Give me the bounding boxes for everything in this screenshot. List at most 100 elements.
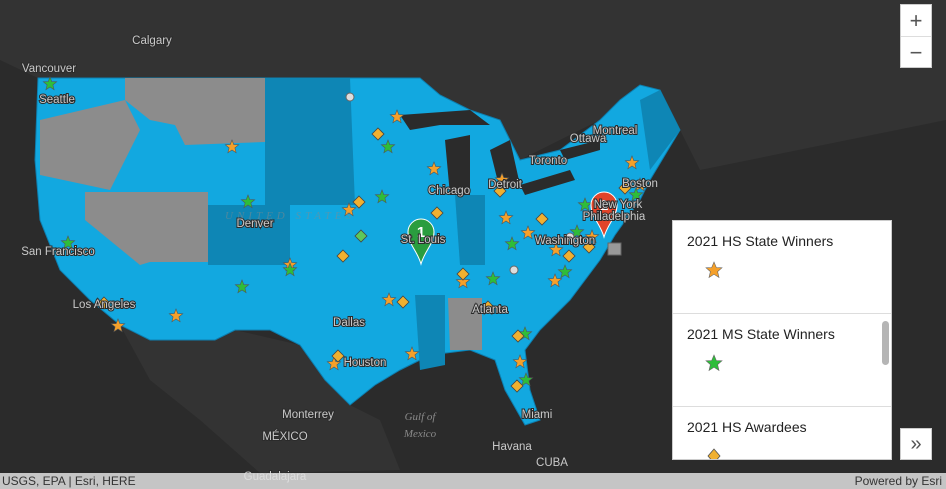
state-dark[interactable] — [640, 90, 680, 170]
marker-diamond[interactable] — [331, 349, 345, 363]
marker-star[interactable] — [341, 202, 357, 217]
state-dark[interactable] — [455, 195, 485, 265]
marker-star[interactable] — [518, 372, 534, 387]
marker-star[interactable] — [168, 308, 184, 323]
state-dark[interactable] — [415, 295, 445, 370]
state-gray[interactable] — [85, 192, 150, 265]
legend-item: 2021 MS State Winners — [673, 314, 891, 407]
marker-star[interactable] — [380, 139, 396, 154]
water-label: Mexico — [403, 428, 437, 440]
marker-dot[interactable] — [509, 265, 519, 275]
water-label: Gulf of — [405, 411, 438, 423]
state-dark[interactable] — [208, 205, 290, 265]
state-gray[interactable] — [150, 192, 208, 262]
marker-star[interactable] — [381, 292, 397, 307]
marker-star[interactable] — [632, 177, 648, 192]
attribution-bar: USGS, EPA | Esri, HERE Powered by Esri — [0, 473, 946, 489]
marker-diamond[interactable] — [535, 212, 549, 226]
marker-diamond[interactable] — [97, 296, 111, 310]
marker-star[interactable] — [326, 356, 342, 371]
marker-star[interactable] — [494, 172, 510, 187]
place-label: Calgary — [132, 35, 172, 47]
place-label: New York — [594, 199, 643, 211]
mexico — [120, 325, 400, 473]
marker-star[interactable] — [404, 346, 420, 361]
expand-button[interactable]: » — [900, 428, 932, 460]
marker-star[interactable] — [240, 194, 256, 209]
cluster-pin[interactable] — [407, 218, 435, 266]
legend-title: 2021 HS State Winners — [687, 233, 834, 249]
place-label: Toronto — [529, 155, 567, 167]
marker-diamond[interactable] — [336, 249, 350, 263]
place-label: Los Angeles — [73, 299, 136, 311]
place-label: Denver — [236, 218, 273, 230]
marker-diamond[interactable] — [481, 300, 495, 314]
attribution: USGS, EPA | Esri, HERE — [2, 474, 136, 488]
marker-star[interactable] — [547, 273, 563, 288]
legend-item: 2021 HS State Winners — [673, 221, 891, 314]
marker-star[interactable] — [628, 187, 644, 202]
marker-star[interactable] — [42, 76, 58, 91]
place-label: Monterrey — [282, 409, 334, 421]
marker-diamond[interactable] — [430, 206, 444, 220]
marker-diamond[interactable] — [582, 240, 596, 254]
place-label: MÉXICO — [262, 430, 307, 443]
marker-star[interactable] — [557, 264, 573, 279]
legend-symbol — [707, 448, 721, 459]
cluster-pin[interactable] — [590, 191, 618, 239]
marker-star[interactable] — [282, 262, 298, 277]
place-label: Montreal — [593, 125, 638, 137]
marker-diamond[interactable] — [562, 249, 576, 263]
marker-star[interactable] — [389, 109, 405, 124]
marker-star[interactable] — [624, 155, 640, 170]
marker-diamond[interactable] — [352, 195, 366, 209]
marker-diamond[interactable] — [493, 184, 507, 198]
place-label: Miami — [522, 409, 553, 421]
marker-star[interactable] — [504, 236, 520, 251]
marker-star[interactable] — [374, 189, 390, 204]
marker-diamond[interactable] — [396, 295, 410, 309]
great-lakes — [400, 110, 600, 195]
place-label: UNITED STATES — [225, 210, 355, 222]
state-dark[interactable] — [265, 78, 355, 205]
state-gray[interactable] — [448, 298, 482, 350]
marker-star[interactable] — [234, 279, 250, 294]
zoom-in[interactable]: + — [909, 8, 923, 33]
legend-symbol — [705, 261, 723, 279]
marker-diamond[interactable] — [510, 379, 524, 393]
marker-diamond[interactable] — [456, 267, 470, 281]
powered-by[interactable]: Powered by Esri — [854, 474, 942, 488]
marker-star[interactable] — [455, 274, 471, 289]
marker-star[interactable] — [577, 197, 593, 212]
marker-dot[interactable] — [345, 92, 355, 102]
state-gray[interactable] — [125, 78, 265, 145]
zoom-out[interactable]: − — [901, 36, 931, 68]
marker-star[interactable] — [110, 318, 126, 333]
marker-star[interactable] — [485, 271, 501, 286]
place-label: Atlanta — [472, 304, 508, 316]
legend: 2021 HS State Winners 2021 MS State Winn… — [672, 220, 892, 460]
marker-star[interactable] — [520, 225, 536, 240]
marker-square[interactable] — [607, 242, 622, 256]
marker-diamond[interactable] — [618, 181, 632, 195]
legend-item: 2021 HS Awardees — [673, 407, 891, 459]
place-label: Philadelphia — [583, 211, 646, 223]
place-label: Ottawa — [570, 133, 607, 145]
marker-star[interactable] — [498, 210, 514, 225]
cluster-count: 1 — [600, 197, 608, 214]
marker-star[interactable] — [60, 235, 76, 250]
marker-star[interactable] — [548, 242, 564, 257]
scrollbar[interactable] — [882, 321, 889, 365]
marker-star[interactable] — [569, 224, 585, 239]
marker-dot[interactable] — [565, 232, 575, 242]
marker-star[interactable] — [512, 354, 528, 369]
marker-star[interactable] — [584, 229, 600, 244]
marker-diamond[interactable] — [371, 127, 385, 141]
state-gray[interactable] — [40, 100, 140, 190]
marker-diamond[interactable] — [511, 329, 525, 343]
canada — [0, 0, 946, 170]
marker-star[interactable] — [426, 161, 442, 176]
marker-star[interactable] — [224, 139, 240, 154]
marker-diamond[interactable] — [354, 229, 368, 243]
